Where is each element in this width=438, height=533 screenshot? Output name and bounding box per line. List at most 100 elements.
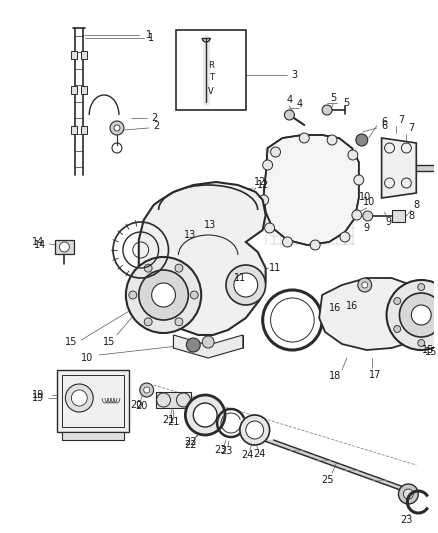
Text: R: R bbox=[208, 61, 214, 69]
Polygon shape bbox=[173, 335, 243, 358]
Text: 7: 7 bbox=[408, 123, 414, 133]
Circle shape bbox=[399, 293, 438, 337]
Circle shape bbox=[358, 278, 372, 292]
Text: 19: 19 bbox=[32, 393, 44, 403]
Bar bbox=[63, 432, 124, 440]
Text: 11: 11 bbox=[234, 273, 246, 283]
Text: 2: 2 bbox=[153, 121, 160, 131]
Text: 4: 4 bbox=[286, 95, 293, 105]
Circle shape bbox=[322, 105, 332, 115]
Text: 5: 5 bbox=[343, 98, 349, 108]
Bar bbox=[81, 51, 87, 59]
Circle shape bbox=[144, 264, 152, 272]
Bar bbox=[71, 51, 78, 59]
Text: 23: 23 bbox=[220, 446, 232, 456]
Circle shape bbox=[129, 291, 137, 299]
Text: 22: 22 bbox=[184, 437, 197, 447]
Circle shape bbox=[363, 211, 373, 221]
Text: 1: 1 bbox=[145, 30, 152, 40]
Circle shape bbox=[240, 415, 270, 445]
Circle shape bbox=[342, 206, 356, 220]
Text: 22: 22 bbox=[184, 440, 197, 450]
Circle shape bbox=[265, 223, 275, 233]
Text: 11: 11 bbox=[269, 263, 282, 273]
Text: 10: 10 bbox=[363, 197, 375, 207]
Text: 9: 9 bbox=[364, 223, 370, 233]
Text: 4: 4 bbox=[296, 99, 302, 109]
Text: 8: 8 bbox=[408, 211, 414, 221]
Text: 16: 16 bbox=[329, 303, 341, 313]
Text: 18: 18 bbox=[329, 371, 341, 381]
Text: 5: 5 bbox=[330, 93, 336, 103]
Polygon shape bbox=[319, 278, 428, 350]
Circle shape bbox=[190, 291, 198, 299]
Text: 20: 20 bbox=[131, 400, 143, 410]
Circle shape bbox=[284, 110, 294, 120]
Text: 6: 6 bbox=[381, 117, 388, 127]
Circle shape bbox=[399, 484, 418, 504]
Circle shape bbox=[362, 282, 368, 288]
Polygon shape bbox=[264, 135, 359, 245]
Text: 15: 15 bbox=[103, 337, 115, 347]
Text: 16: 16 bbox=[346, 301, 358, 311]
Bar bbox=[54, 240, 74, 254]
Circle shape bbox=[144, 387, 150, 393]
Circle shape bbox=[60, 242, 69, 252]
Text: 1: 1 bbox=[148, 33, 154, 43]
Text: 2: 2 bbox=[152, 113, 158, 123]
Text: 23: 23 bbox=[214, 445, 226, 455]
Circle shape bbox=[403, 489, 413, 499]
Circle shape bbox=[387, 280, 438, 350]
Circle shape bbox=[356, 134, 368, 146]
Bar bbox=[71, 126, 78, 134]
Text: 21: 21 bbox=[167, 417, 180, 427]
Circle shape bbox=[110, 121, 124, 135]
Circle shape bbox=[348, 150, 358, 160]
Text: 3: 3 bbox=[291, 70, 297, 80]
Bar bbox=[81, 126, 87, 134]
Text: 15: 15 bbox=[425, 347, 438, 357]
Circle shape bbox=[263, 160, 272, 170]
Circle shape bbox=[418, 284, 425, 290]
Circle shape bbox=[193, 403, 217, 427]
Text: 17: 17 bbox=[368, 370, 381, 380]
Text: 7: 7 bbox=[398, 115, 405, 125]
Circle shape bbox=[283, 237, 293, 247]
Text: 12: 12 bbox=[254, 177, 266, 187]
Circle shape bbox=[114, 125, 120, 131]
Circle shape bbox=[139, 270, 188, 320]
Polygon shape bbox=[246, 260, 254, 264]
Circle shape bbox=[126, 257, 201, 333]
Circle shape bbox=[234, 273, 258, 297]
Text: 9: 9 bbox=[385, 217, 392, 227]
Text: 8: 8 bbox=[413, 200, 419, 210]
Text: 20: 20 bbox=[135, 401, 148, 411]
Text: 15: 15 bbox=[65, 337, 78, 347]
Bar bbox=[63, 375, 124, 427]
Circle shape bbox=[175, 318, 183, 326]
Circle shape bbox=[354, 175, 364, 185]
Bar bbox=[155, 392, 191, 408]
Bar bbox=[71, 86, 78, 94]
Circle shape bbox=[271, 147, 280, 157]
Bar bbox=[57, 370, 129, 432]
Circle shape bbox=[411, 305, 431, 325]
Text: 24: 24 bbox=[254, 449, 266, 459]
Circle shape bbox=[144, 318, 152, 326]
Text: 14: 14 bbox=[34, 240, 46, 250]
Circle shape bbox=[226, 265, 265, 305]
Circle shape bbox=[310, 240, 320, 250]
Text: 21: 21 bbox=[162, 415, 175, 425]
Text: 6: 6 bbox=[381, 121, 388, 131]
Circle shape bbox=[152, 283, 176, 307]
Circle shape bbox=[418, 340, 425, 346]
Text: 12: 12 bbox=[257, 180, 269, 190]
Text: 24: 24 bbox=[242, 450, 254, 460]
Polygon shape bbox=[381, 138, 416, 198]
Text: 10: 10 bbox=[359, 192, 371, 202]
Bar bbox=[81, 86, 87, 94]
Circle shape bbox=[202, 336, 214, 348]
Bar bbox=[177, 30, 246, 110]
Text: 23: 23 bbox=[400, 515, 413, 525]
Text: 13: 13 bbox=[184, 230, 196, 240]
